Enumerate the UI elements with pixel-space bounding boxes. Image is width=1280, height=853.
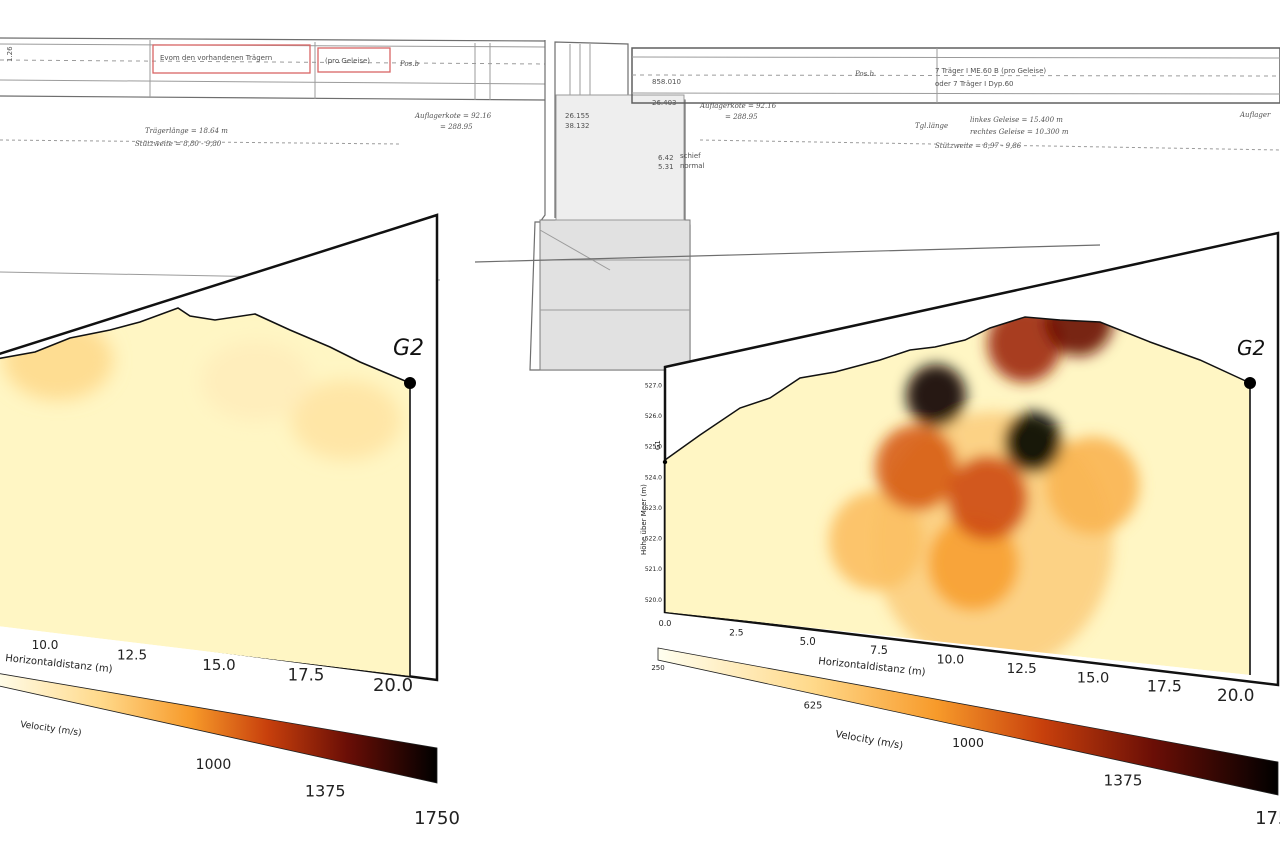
- drawing-auflager-left: Auflagerkote = 92.16: [414, 112, 492, 120]
- right-y-tick-6: 526.0: [645, 413, 662, 420]
- right-hot-spot-5: [947, 456, 1028, 541]
- right-x-tick-8: 20.0: [1217, 685, 1254, 705]
- drawing-tgl-note-c: Stützweite = 8,97 - 9,86: [935, 142, 1022, 150]
- left-x-tick-1: 12.5: [117, 648, 147, 664]
- left-colorbar-label: Velocity (m/s): [20, 720, 82, 738]
- left-cb-tick-2: 1750: [414, 808, 460, 829]
- right-cb-tick-2: 1000: [952, 735, 984, 750]
- engineering-drawing: Evom den vorhandenen Trägern (pro Geleis…: [0, 37, 1280, 371]
- left-cb-tick-1: 1375: [305, 782, 346, 801]
- drawing-auflager-far: Auflager: [1239, 111, 1271, 119]
- right-g2-label: G2: [1237, 336, 1265, 360]
- drawing-stuetzweite: Stützweite = 8,80 - 9,80: [135, 140, 222, 148]
- right-cb-tick-3: 1375: [1104, 772, 1143, 790]
- drawing-beam-note-1: 7 Träger I ME.60 B (pro Geleise): [935, 67, 1046, 75]
- right-hot-spot-3: [928, 516, 1018, 610]
- right-y-tick-7: 527.0: [645, 382, 662, 389]
- right-x-tick-3: 7.5: [870, 644, 888, 657]
- right-hot-spot-2: [1046, 436, 1140, 534]
- right-g1-label: G1: [654, 440, 662, 450]
- right-y-tick-0: 520.0: [645, 597, 662, 604]
- right-y-axis-label: Höhe über Meer (m): [640, 484, 648, 555]
- left-surface-profile: [0, 307, 411, 384]
- right-hot-spot-9: [1004, 411, 1063, 473]
- drawing-pos-right: Pos.b: [854, 70, 874, 78]
- drawing-label-box-2: (pro Geleise): [325, 57, 370, 65]
- drawing-elev-7: normal: [680, 162, 705, 170]
- drawing-elev-8: 858.010: [652, 78, 681, 86]
- drawing-auflager-left-2: = 288.95: [440, 123, 473, 131]
- left-x-tick-4: 20.0: [373, 675, 413, 696]
- right-x-axis-label: Horizontaldistanz (m): [818, 656, 926, 678]
- drawing-left-margin-mark: 1.26: [6, 46, 14, 62]
- right-hot-spot-1: [828, 491, 924, 591]
- right-x-tick-6: 15.0: [1077, 669, 1110, 686]
- left-g2-marker: [404, 377, 416, 389]
- drawing-pos-left: Pos.b: [399, 60, 419, 68]
- right-y-tick-4: 524.0: [645, 474, 662, 481]
- drawing-tgl-note-a: linkes Geleise = 15.400 m: [970, 116, 1063, 124]
- left-x-tick-2: 15.0: [202, 656, 235, 674]
- left-x-tick-0: 10.0: [32, 638, 59, 652]
- left-colorbar: [0, 673, 438, 784]
- right-hot-spot-4: [875, 424, 957, 511]
- right-x-tick-5: 12.5: [1007, 661, 1037, 677]
- right-y-tick-2: 522.0: [645, 536, 662, 543]
- right-surface-profile: [664, 316, 1251, 461]
- drawing-tgl-note-b: rechtes Geleise = 10.300 m: [970, 128, 1069, 136]
- left-g2-label: G2: [393, 336, 424, 361]
- left-cb-tick-0: 1000: [196, 757, 232, 773]
- drawing-beam-note-2: oder 7 Träger I Dyp.60: [935, 80, 1013, 88]
- drawing-label-box-1: Evom den vorhandenen Trägern: [160, 54, 272, 62]
- right-colorbar-label: Velocity (m/s): [834, 729, 903, 752]
- right-y-tick-1: 521.0: [645, 566, 662, 573]
- right-x-tick-2: 5.0: [800, 637, 816, 648]
- right-g1-marker: [662, 459, 668, 465]
- right-cb-tick-4: 1750: [1255, 808, 1280, 829]
- drawing-elev-2: 38.132: [565, 122, 590, 130]
- drawing-tgl-label: Tgl.länge: [915, 122, 948, 130]
- drawing-traegerlaenge: Trägerlänge = 18.64 m: [145, 127, 228, 135]
- drawing-elev-6: schief: [680, 152, 701, 160]
- right-cb-tick-1: 625: [804, 701, 823, 712]
- right-x-tick-4: 10.0: [937, 652, 965, 667]
- drawing-elev-1: 26.155: [565, 112, 590, 120]
- drawing-auflager-right: Auflagerkote = 92.16: [699, 102, 777, 110]
- right-cb-tick-0: 250: [651, 664, 664, 672]
- drawing-elev-4: 6.42: [658, 154, 674, 162]
- right-x-tick-0: 0.0: [659, 619, 672, 628]
- velocity-chart-left: G2 10.0 12.5 15.0 17.5 20.0 Horizontaldistan…: [0, 213, 460, 829]
- right-hot-spot-8: [906, 364, 966, 427]
- velocity-chart-right: G2 G1 0.0 2.5 5.0 7.5 10.0 12.5 15.0 17.5 20.0 5…: [640, 231, 1280, 829]
- drawing-auflager-right-2: = 288.95: [725, 113, 758, 121]
- right-x-tick-1: 2.5: [729, 628, 743, 638]
- right-g2-marker: [1244, 377, 1256, 389]
- right-y-tick-5: 525.0: [645, 444, 662, 451]
- drawing-elev-5: 5.31: [658, 163, 674, 171]
- left-hot-spot-2: [201, 341, 311, 421]
- left-hot-spot-0: [291, 380, 401, 460]
- right-colorbar: [657, 647, 1279, 796]
- right-x-tick-7: 17.5: [1147, 677, 1182, 696]
- right-y-tick-3: 523.0: [645, 505, 662, 512]
- left-x-tick-3: 17.5: [288, 666, 325, 685]
- left-x-axis-label: Horizontaldistanz (m): [5, 653, 113, 675]
